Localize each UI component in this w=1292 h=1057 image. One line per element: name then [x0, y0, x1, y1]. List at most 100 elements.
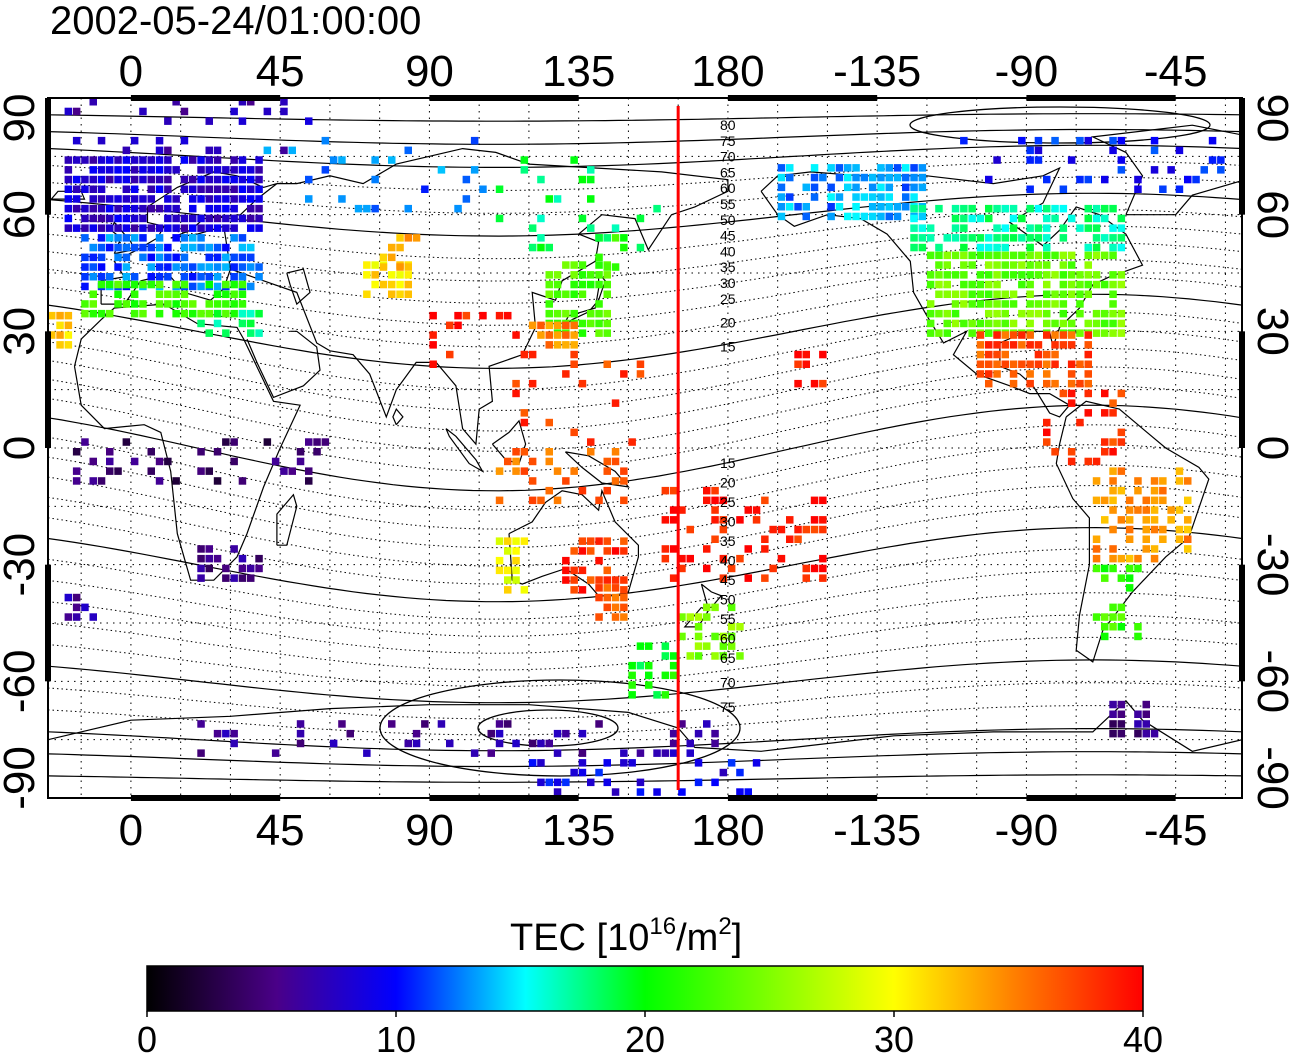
tec-cell	[1117, 309, 1126, 318]
tec-cell	[985, 175, 993, 184]
colorbar-title-exp1: 16	[649, 913, 676, 940]
tec-cell	[844, 212, 852, 221]
tec-cell	[603, 457, 611, 466]
tec-cell	[653, 749, 661, 757]
tec-cell	[993, 204, 1001, 213]
tec-cell	[595, 768, 603, 777]
tec-cell	[669, 516, 678, 524]
tec-cell	[910, 183, 918, 192]
tec-cell	[802, 574, 810, 582]
tec-cell	[495, 467, 504, 475]
tec-cell	[89, 195, 97, 203]
tec-cell	[1109, 146, 1117, 155]
tec-cell	[255, 156, 263, 164]
tec-cell	[512, 389, 520, 398]
tec-cell	[106, 234, 114, 242]
tec-cell	[64, 613, 73, 621]
frame-ticks	[45, 95, 1245, 801]
tec-cell	[1026, 261, 1034, 269]
tec-cell	[777, 554, 786, 563]
tec-cell	[744, 506, 752, 514]
tec-cell	[130, 234, 139, 242]
tec-cell	[694, 623, 703, 631]
contour-label: 60	[720, 631, 736, 647]
tec-cell	[885, 193, 893, 201]
lon-label-bottom: 135	[542, 806, 615, 855]
tec-cell	[752, 506, 761, 514]
tec-cell	[595, 253, 603, 262]
tec-cell	[993, 156, 1001, 164]
tec-cell	[504, 311, 512, 320]
tec-cell	[388, 253, 396, 262]
tec-cell	[446, 739, 454, 748]
tec-cell	[512, 467, 520, 475]
tec-cell	[1101, 329, 1109, 337]
tec-cell	[97, 166, 106, 174]
tec-cell	[205, 195, 213, 203]
tec-cell	[72, 195, 81, 203]
tec-cell	[371, 280, 379, 289]
tec-cell	[230, 309, 238, 318]
tec-cell	[205, 117, 213, 125]
tec-cell	[1009, 300, 1018, 308]
tec-cell	[669, 545, 678, 553]
tec-cell	[470, 749, 479, 757]
tec-cell	[122, 234, 131, 242]
tec-cell	[968, 204, 976, 213]
frame-bar-bottom	[130, 795, 281, 801]
tec-cell	[611, 603, 620, 612]
tec-cell	[1142, 720, 1150, 728]
tec-cell	[1150, 146, 1159, 155]
tec-cell	[620, 370, 628, 378]
tec-cell	[1001, 261, 1009, 269]
tec-cell	[819, 564, 827, 573]
frame-bar-right	[1239, 98, 1245, 215]
tec-cell	[114, 166, 122, 174]
tec-cell	[611, 224, 620, 232]
tec-cell	[1101, 448, 1109, 456]
tec-cell	[288, 146, 296, 155]
tec-cell	[255, 263, 263, 271]
tec-cell	[222, 166, 230, 174]
tec-cell	[603, 566, 611, 575]
tec-cell	[1026, 280, 1034, 289]
tec-cell	[197, 720, 205, 728]
tec-cell	[72, 603, 81, 612]
lon-label-top: -45	[1144, 47, 1208, 96]
tec-data-cells	[48, 98, 1225, 796]
north-pole-contour	[909, 106, 1211, 144]
tec-cell	[943, 234, 951, 242]
tec-cell	[97, 136, 106, 145]
tec-cell	[1067, 379, 1076, 388]
contour-line	[48, 774, 1242, 783]
tec-cell	[868, 183, 877, 192]
tec-cell	[164, 290, 172, 298]
tec-cell	[545, 739, 553, 748]
tec-cell	[628, 759, 636, 767]
tec-cell	[1109, 136, 1117, 145]
tec-cell	[852, 212, 860, 221]
tec-cell	[1142, 506, 1150, 514]
tec-cell	[786, 164, 794, 172]
tec-cell	[1043, 204, 1051, 213]
tec-cell	[1018, 271, 1026, 279]
tec-cell	[1184, 545, 1192, 553]
tec-cell	[719, 554, 728, 563]
tec-cell	[587, 195, 595, 203]
tec-cell	[1026, 185, 1034, 193]
tec-cell	[1175, 506, 1184, 514]
tec-cell	[1109, 251, 1117, 260]
tec-cell	[993, 251, 1001, 260]
tec-cell	[205, 280, 213, 289]
tec-cell	[1167, 516, 1175, 524]
tec-cell	[238, 574, 247, 582]
tec-cell	[810, 164, 819, 172]
tec-cell	[1043, 271, 1051, 279]
tec-cell	[346, 729, 354, 738]
tec-cell	[636, 243, 645, 252]
tec-cell	[578, 280, 587, 289]
tec-cell	[222, 574, 230, 582]
tec-cell	[910, 204, 918, 213]
tec-cell	[238, 290, 247, 298]
tec-cell	[106, 224, 114, 232]
